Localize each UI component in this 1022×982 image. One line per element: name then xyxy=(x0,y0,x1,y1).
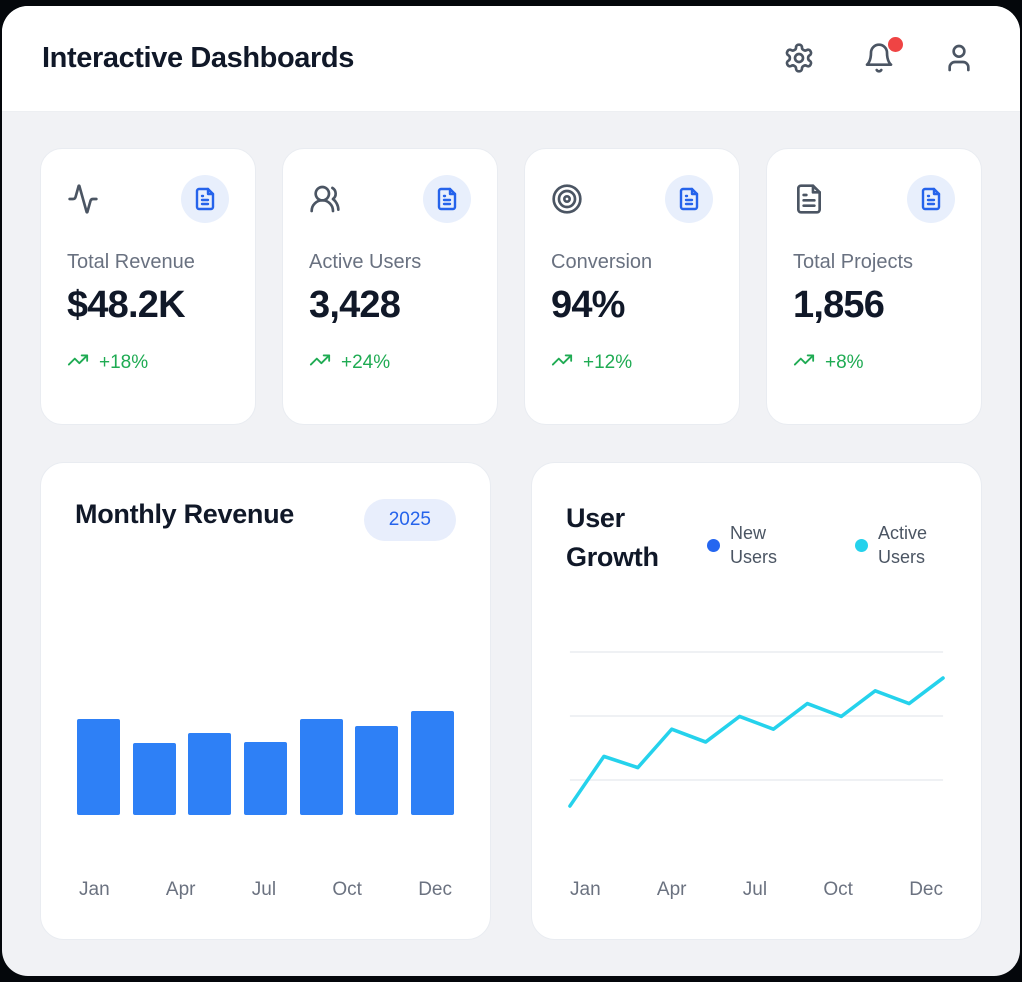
stat-card-top xyxy=(793,175,955,223)
user-icon xyxy=(943,42,975,77)
axis-tick: Jul xyxy=(742,879,768,900)
document-icon xyxy=(181,175,229,223)
axis-tick: Jan xyxy=(570,879,601,900)
revenue-x-axis: Jan Apr Jul Oct Dec xyxy=(65,879,466,901)
user-growth-header: User Growth New Users Active Users xyxy=(556,499,957,577)
stat-change: +18% xyxy=(67,349,229,377)
revenue-bar xyxy=(243,742,287,815)
stat-change-value: +18% xyxy=(99,352,149,373)
stat-value: 1,856 xyxy=(793,284,885,326)
notification-badge xyxy=(888,36,903,52)
stat-card-top xyxy=(551,175,713,223)
legend-item-new-users: New Users xyxy=(707,521,799,570)
stat-change-value: +12% xyxy=(583,352,633,373)
stat-card-active-users: Active Users 3,428 +24% xyxy=(282,148,498,425)
stat-change-value: +24% xyxy=(341,352,391,373)
stat-card-total-projects: Total Projects 1,856 +8% xyxy=(766,148,982,425)
settings-button[interactable] xyxy=(782,42,816,76)
app-header: Interactive Dashboards xyxy=(2,6,1020,112)
stat-card-conversion: Conversion 94% +12% xyxy=(524,148,740,425)
stat-card-top xyxy=(67,175,229,223)
active-users-line xyxy=(568,676,945,808)
activity-icon xyxy=(67,183,99,215)
bell-icon xyxy=(863,42,895,77)
stat-card-top xyxy=(309,175,471,223)
revenue-bar xyxy=(299,719,343,815)
legend-label: New Users xyxy=(730,523,778,568)
stat-label: Conversion xyxy=(551,251,653,273)
trending-up-icon xyxy=(67,349,89,377)
stat-label: Active Users xyxy=(309,251,422,273)
header-actions xyxy=(782,36,976,77)
chart-legend: New Users Active Users xyxy=(707,499,947,570)
legend-label: Active Users xyxy=(878,523,928,568)
stat-change: +24% xyxy=(309,349,471,377)
document-icon xyxy=(907,175,955,223)
legend-item-active-users: Active Users xyxy=(855,521,947,570)
chart-title: User Growth xyxy=(566,503,659,573)
year-badge[interactable]: 2025 xyxy=(363,499,456,541)
trending-up-icon xyxy=(793,349,815,377)
chart-title: Monthly Revenue xyxy=(75,499,295,529)
revenue-bars xyxy=(65,711,466,815)
axis-tick: Oct xyxy=(332,879,362,900)
axis-tick: Apr xyxy=(165,879,196,900)
document-icon xyxy=(423,175,471,223)
growth-line-svg xyxy=(568,651,945,808)
document-icon xyxy=(665,175,713,223)
stat-value: $48.2K xyxy=(67,284,186,326)
stat-value: 3,428 xyxy=(309,284,401,326)
stat-value: 94% xyxy=(551,284,625,326)
stat-label: Total Projects xyxy=(793,251,914,273)
legend-dot-active-users xyxy=(855,538,868,552)
trending-up-icon xyxy=(309,349,331,377)
page-title: Interactive Dashboards xyxy=(42,42,354,74)
target-icon xyxy=(551,183,583,215)
notifications-button[interactable] xyxy=(862,36,903,77)
stat-change-value: +8% xyxy=(825,352,864,373)
revenue-bar xyxy=(77,719,120,815)
stat-card-total-revenue: Total Revenue $48.2K +18% xyxy=(40,148,256,425)
axis-tick: Jul xyxy=(251,879,277,900)
dashboard-screen: Interactive Dashboards xyxy=(2,6,1020,976)
revenue-bar xyxy=(410,711,454,815)
stats-row: Total Revenue $48.2K +18% xyxy=(40,148,982,425)
revenue-bar xyxy=(188,733,232,815)
monthly-revenue-header: Monthly Revenue 2025 xyxy=(65,499,466,541)
trending-up-icon xyxy=(551,349,573,377)
axis-tick: Dec xyxy=(418,879,452,900)
axis-tick: Jan xyxy=(79,879,110,900)
stat-label: Total Revenue xyxy=(67,251,195,273)
profile-button[interactable] xyxy=(942,42,976,76)
growth-x-axis: Jan Apr Jul Oct Dec xyxy=(556,879,957,901)
axis-tick: Apr xyxy=(656,879,687,900)
stat-change: +12% xyxy=(551,349,713,377)
monthly-revenue-card: Monthly Revenue 2025 Jan Apr Jul Oct Dec xyxy=(40,462,491,940)
file-text-icon xyxy=(793,183,825,215)
dashboard-content: Total Revenue $48.2K +18% xyxy=(2,112,1020,976)
revenue-bar xyxy=(355,726,399,815)
legend-dot-new-users xyxy=(707,538,720,552)
stat-change: +8% xyxy=(793,349,955,377)
growth-line-area xyxy=(556,635,957,815)
revenue-bar xyxy=(132,743,176,815)
axis-tick: Dec xyxy=(909,879,943,900)
axis-tick: Oct xyxy=(823,879,853,900)
charts-row: Monthly Revenue 2025 Jan Apr Jul Oct Dec Use… xyxy=(40,462,982,940)
users-icon xyxy=(309,183,341,215)
gear-icon xyxy=(783,42,815,77)
user-growth-card: User Growth New Users Active Users xyxy=(531,462,982,940)
